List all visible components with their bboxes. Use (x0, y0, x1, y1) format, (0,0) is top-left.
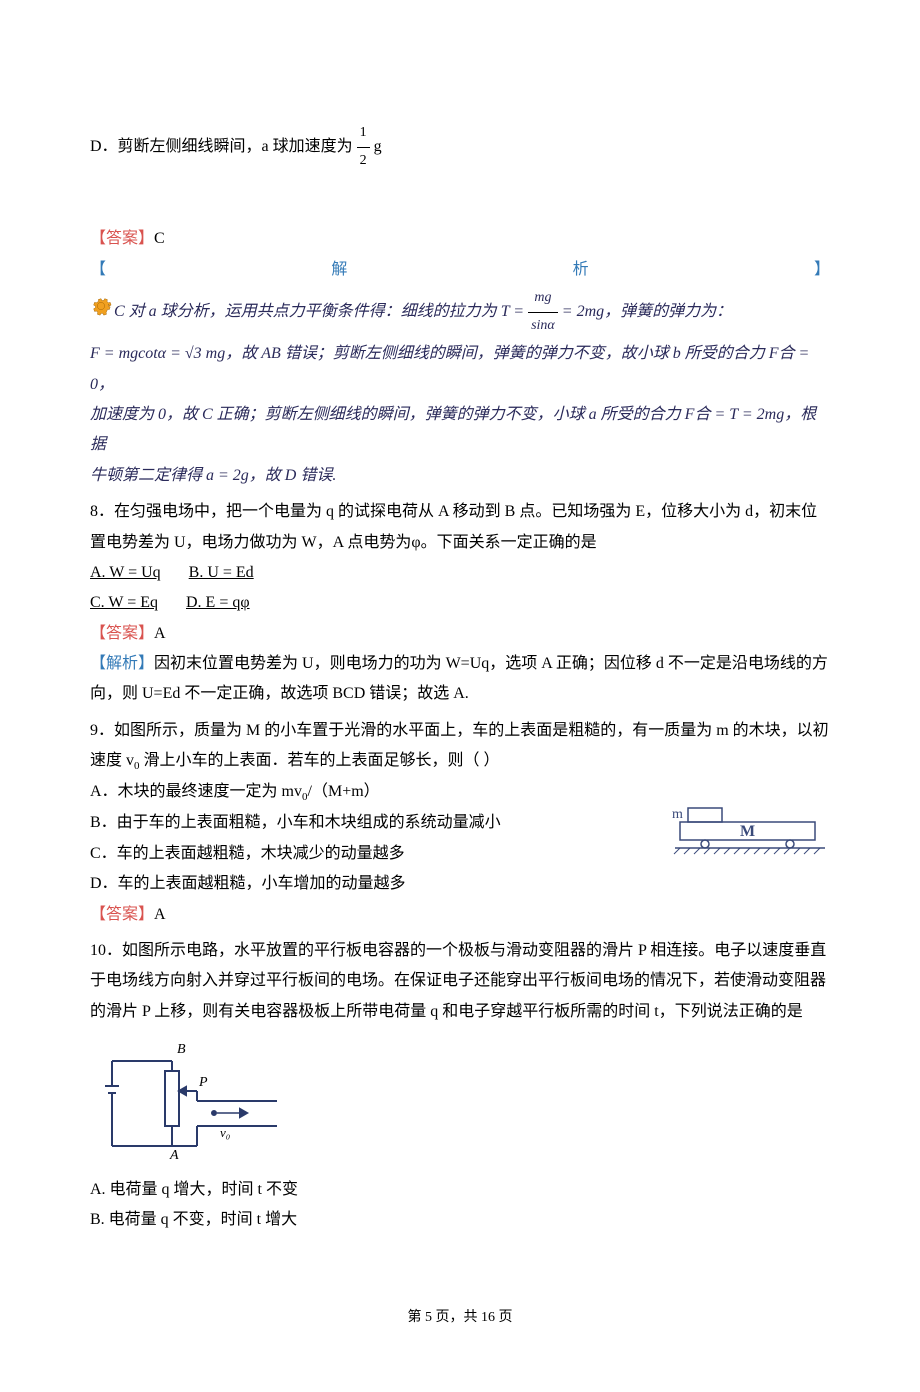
q9-text2: 滑上小车的上表面．若车的上表面足够长，则（ ） (140, 752, 500, 769)
analysis-label: 【解析】 (90, 655, 154, 672)
answer-label: 【答案】 (90, 230, 154, 247)
fig-label-m: m (672, 807, 683, 822)
analysis-line1b: ，弹簧的弹力为： (604, 303, 732, 320)
q7-analysis-line1: C 对 a 球分析，运用共点力平衡条件得：细线的拉力为 T = mgsinα =… (90, 285, 830, 339)
q9-figure: m M (670, 804, 830, 870)
bracket-left: 【 (90, 255, 106, 285)
fig-label-M: M (740, 823, 755, 840)
q9-text: 9．如图所示，质量为 M 的小车置于光滑的水平面上，车的上表面是粗糙的，有一质量… (90, 716, 830, 777)
fig-label-v0: v₀ (220, 1125, 230, 1140)
answer-label: 【答案】 (90, 625, 154, 642)
q8-options-row2: C. W = Eq D. E = qφ (90, 588, 830, 618)
bracket-right: 】 (814, 255, 830, 285)
q10-option-a: A. 电荷量 q 增大，时间 t 不变 (90, 1175, 830, 1205)
formula-f: F = mgcotα = √3 mg (90, 345, 225, 362)
fraction-half: 1 2 (357, 120, 370, 174)
gear-icon (90, 295, 112, 328)
q8-options-row1: A. W = Uq B. U = Ed (90, 558, 830, 588)
q7-answer: 【答案】C (90, 224, 830, 254)
q7-analysis-line2: F = mgcotα = √3 mg，故 AB 错误；剪断左侧细线的瞬间，弹簧的… (90, 339, 830, 400)
q8-analysis: 【解析】因初末位置电势差为 U，则电场力的功为 W=Uq，选项 A 正确；因位移… (90, 649, 830, 710)
answer-value: C (154, 230, 165, 247)
q7-option-d: D．剪断左侧细线瞬间，a 球加速度为 1 2 g (90, 120, 830, 174)
q9-optA1: A．木块的最终速度一定为 mv (90, 783, 302, 800)
page-footer: 第 5 页，共 16 页 (90, 1305, 830, 1332)
frac-num: 1 (357, 120, 370, 148)
answer-value: A (154, 625, 166, 642)
q8-option-d[interactable]: D. E = qφ (186, 594, 250, 611)
q8-text: 8．在匀强电场中，把一个电量为 q 的试探电荷从 A 移动到 B 点。已知场强为… (90, 497, 830, 558)
q9-answer: 【答案】A (90, 900, 830, 930)
fig-label-A: A (169, 1148, 179, 1161)
formula-t: T = mgsinα = 2mg (501, 303, 604, 320)
q10-text: 10．如图所示电路，水平放置的平行板电容器的一个极板与滑动变阻器的滑片 P 相连… (90, 936, 830, 1027)
q10-option-b: B. 电荷量 q 不变，时间 t 增大 (90, 1205, 830, 1235)
q9-block: 9．如图所示，质量为 M 的小车置于光滑的水平面上，车的上表面是粗糙的，有一质量… (90, 716, 830, 930)
q8-option-b[interactable]: B. U = Ed (189, 564, 254, 581)
q10-figure: B P A v₀ (102, 1031, 830, 1172)
footer-page: 5 (425, 1310, 432, 1325)
q8-answer: 【答案】A (90, 619, 830, 649)
analysis-line1a: C 对 a 球分析，运用共点力平衡条件得：细线的拉力为 (114, 303, 501, 320)
answer-value: A (154, 906, 166, 923)
analysis-char-1: 解 (331, 255, 347, 285)
option-d-prefix: D．剪断左侧细线瞬间，a 球加速度为 (90, 138, 353, 155)
q9-optA2: /（M+m） (308, 783, 380, 800)
q8-option-a[interactable]: A. W = Uq (90, 564, 161, 581)
footer-prefix: 第 (408, 1310, 426, 1325)
fig-label-P: P (198, 1075, 208, 1090)
frac-den: 2 (357, 148, 370, 175)
q8-option-c[interactable]: C. W = Eq (90, 594, 158, 611)
analysis-text: 因初末位置电势差为 U，则电场力的功为 W=Uq，选项 A 正确；因位移 d 不… (90, 655, 828, 702)
option-d-suffix: g (370, 138, 382, 155)
analysis-char-2: 析 (573, 255, 589, 285)
q9-option-d: D．车的上表面越粗糙，小车增加的动量越多 (90, 869, 830, 899)
q7-analysis-line3: 加速度为 0，故 C 正确；剪断左侧细线的瞬间，弹簧的弹力不变，小球 a 所受的… (90, 400, 830, 461)
footer-total: 16 (481, 1310, 495, 1325)
answer-label: 【答案】 (90, 906, 154, 923)
footer-suffix: 页 (495, 1310, 513, 1325)
footer-mid: 页，共 (432, 1310, 481, 1325)
q7-analysis-line4: 牛顿第二定律得 a = 2g，故 D 错误. (90, 461, 830, 491)
q7-analysis-header: 【 解 析 】 (90, 255, 830, 285)
fig-label-B: B (177, 1042, 186, 1057)
